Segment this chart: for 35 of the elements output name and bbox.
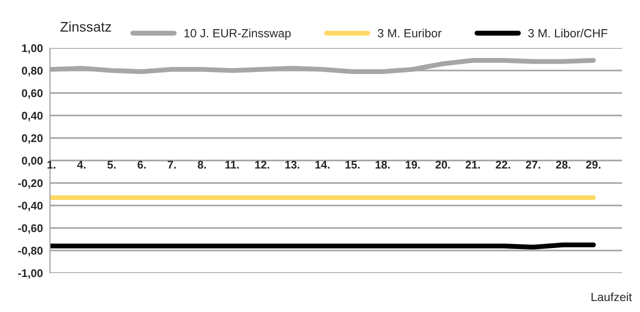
x-tick-label: 22. (496, 160, 510, 169)
x-tick-label: 27. (526, 160, 540, 169)
x-tick-label: 29. (586, 160, 600, 169)
y-tick-label: 0,00 (22, 156, 43, 166)
y-axis-title: Zinssatz (60, 22, 112, 32)
x-tick-label: 13. (285, 160, 300, 169)
legend-label: 10 J. EUR-Zinsswap (184, 28, 291, 40)
x-tick-label: 8. (198, 160, 206, 169)
x-tick-label: 18. (376, 160, 390, 169)
legend-label: 3 M. Euribor (378, 28, 442, 38)
y-tick-label: -0,20 (18, 179, 43, 189)
y-tick-label: -0,80 (18, 246, 43, 256)
x-tick-label: 7. (168, 160, 176, 169)
y-tick-label: 0,60 (22, 89, 43, 99)
y-tick-label: 0,40 (22, 112, 43, 122)
x-tick-label: 20. (436, 160, 450, 169)
x-tick-label: 1. (48, 160, 56, 169)
y-tick-label: 1,00 (22, 44, 43, 54)
x-tick-label: 15. (346, 160, 360, 169)
x-tick-label: 12. (255, 160, 270, 169)
y-tick-label: -1,00 (18, 269, 43, 279)
x-axis-title: Laufzeit (592, 292, 632, 302)
x-tick-label: 28. (556, 160, 570, 169)
x-tick-label: 4. (77, 160, 86, 169)
x-tick-label: 14. (315, 160, 330, 169)
y-tick-label: 0,80 (22, 66, 43, 76)
x-tick-label: 6. (138, 160, 146, 169)
x-tick-label: 21. (466, 160, 480, 169)
legend-label: 3 M. Libor/CHF (528, 28, 608, 38)
y-tick-label: -0,60 (18, 224, 43, 234)
x-tick-label: 19. (406, 160, 420, 169)
x-tick-label: 5. (107, 160, 116, 169)
y-tick-label: 0,20 (22, 134, 43, 144)
x-tick-label: 11. (225, 160, 239, 169)
y-tick-label: -0,40 (18, 202, 43, 212)
